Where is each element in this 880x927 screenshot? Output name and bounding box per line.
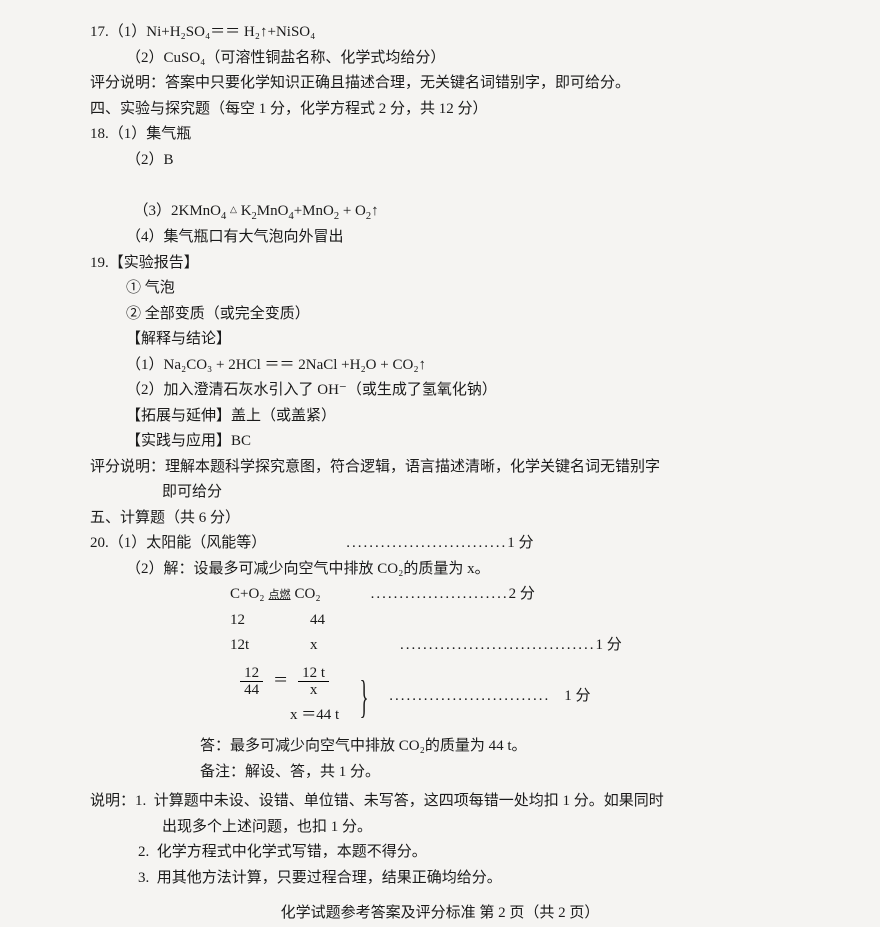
result: x ＝44 t — [230, 703, 339, 729]
q19-l3: 【解释与结论】 — [90, 327, 790, 353]
molar-mass-row: 12 44 — [90, 608, 790, 634]
q17-p1: 17.（1）Ni+H₂SO₄＝＝ H₂↑+NiSO₄ — [90, 20, 790, 46]
q20-pts1b: 1 分 — [596, 633, 622, 659]
frac-l-den: 44 — [240, 682, 263, 699]
brace-icon: } — [360, 674, 369, 720]
q19-l4: （1）Na₂CO₃ + 2HCl ＝＝ 2NaCl +H₂O + CO₂↑ — [90, 353, 790, 379]
q20-remark: 备注：解设、答，共 1 分。 — [90, 760, 790, 786]
q20-pts1c: 1 分 — [564, 684, 590, 710]
explain-l3: 3. 用其他方法计算，只要过程合理，结果正确均给分。 — [90, 866, 790, 892]
q18-p1: 18.（1）集气瓶 — [90, 122, 790, 148]
q18-p3: （3）2KMnO4 △ K2MnO4+MnO2 + O2↑ — [90, 173, 790, 225]
eq-rhs: CO₂ — [295, 582, 321, 608]
m2a: 12t — [230, 633, 260, 659]
q19-note2: 即可给分 — [90, 480, 790, 506]
frac-left: 12 44 — [240, 665, 263, 699]
q20-p1: 20.（1）太阳能（风能等） .........................… — [90, 531, 790, 557]
explain-l2: 2. 化学方程式中化学式写错，本题不得分。 — [90, 840, 790, 866]
eq-cond: 点燃 — [269, 586, 291, 605]
q20-p2-head: （2）解：设最多可减少向空气中排放 CO₂的质量为 x。 — [90, 557, 790, 583]
section5-title: 五、计算题（共 6 分） — [90, 506, 790, 532]
eq-sign: ＝ — [273, 669, 288, 695]
frac-r-num: 12 t — [298, 665, 329, 683]
q17-p2: （2）CuSO₄（可溶性铜盐名称、化学式均给分） — [90, 46, 790, 72]
q18-p3-text2: K2MnO4+MnO2 + O2↑ — [237, 203, 379, 219]
dots: ............................ — [346, 531, 507, 557]
q19-l7: 【实践与应用】BC — [90, 429, 790, 455]
m1b: 44 — [310, 608, 325, 634]
q18-p2: （2）B — [90, 148, 790, 174]
q20-p1-pts: 1 分 — [507, 531, 533, 557]
frac-r-den: x — [298, 682, 329, 699]
q20-p1-text: 20.（1）太阳能（风能等） — [90, 531, 266, 557]
q19-note1: 评分说明：理解本题科学探究意图，符合逻辑，语言描述清晰，化学关键名词无错别字 — [90, 455, 790, 481]
explain-l1b: 出现多个上述问题，也扣 1 分。 — [90, 815, 790, 841]
dots: ............................ — [389, 684, 550, 710]
m2b: x — [310, 633, 340, 659]
q19-l1: ① 气泡 — [90, 276, 790, 302]
eq-lhs: C+O₂ — [230, 582, 265, 608]
frac-l-num: 12 — [240, 665, 263, 683]
dots: ........................ — [371, 582, 509, 608]
q19-l5: （2）加入澄清石灰水引入了 OH⁻（或生成了氢氧化钠） — [90, 378, 790, 404]
explain-l1a: 说明：1. 计算题中未设、设错、单位错、未写答，这四项每错一处均扣 1 分。如果… — [90, 789, 790, 815]
q17-note: 评分说明：答案中只要化学知识正确且描述合理，无关键名词错别字，即可给分。 — [90, 71, 790, 97]
q20-equation-row: C+O₂ 点燃 CO₂ ........................ 2 分 — [90, 582, 790, 608]
m1a: 12 — [230, 608, 260, 634]
q20-answer: 答：最多可减少向空气中排放 CO₂的质量为 44 t。 — [90, 734, 790, 760]
dots: .................................. — [400, 633, 596, 659]
q19-head: 19.【实验报告】 — [90, 251, 790, 277]
q19-l2: ② 全部变质（或完全变质） — [90, 302, 790, 328]
q18-p4: （4）集气瓶口有大气泡向外冒出 — [90, 225, 790, 251]
q18-p3-text: （3）2KMnO4 — [134, 203, 231, 219]
heat-symbol: △ — [230, 202, 237, 217]
mass-row: 12t x ..................................… — [90, 633, 790, 659]
frac-right: 12 t x — [298, 665, 329, 699]
section4-title: 四、实验与探究题（每空 1 分，化学方程式 2 分，共 12 分） — [90, 97, 790, 123]
q20-pts2: 2 分 — [509, 582, 535, 608]
fraction-row: 12 44 ＝ 12 t x x ＝44 t } ...............… — [90, 665, 790, 729]
q19-l6: 【拓展与延伸】盖上（或盖紧） — [90, 404, 790, 430]
page-footer: 化学试题参考答案及评分标准 第 2 页（共 2 页） — [90, 901, 790, 927]
